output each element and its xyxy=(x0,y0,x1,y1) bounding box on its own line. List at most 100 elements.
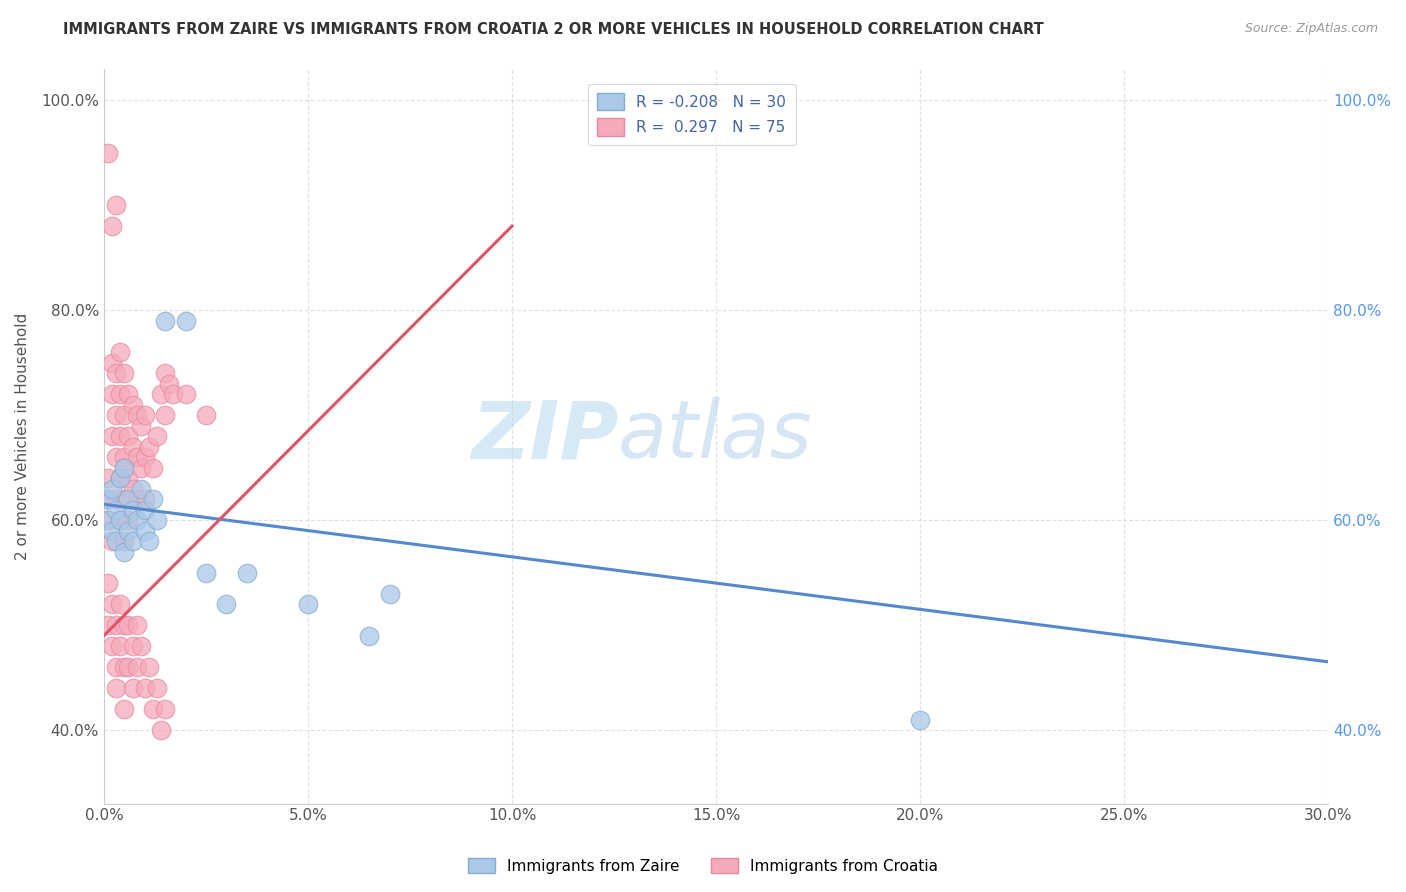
Point xyxy=(105,502,128,516)
Text: ZIP: ZIP xyxy=(471,397,619,475)
Point xyxy=(117,660,139,674)
Point xyxy=(125,408,148,422)
Point xyxy=(125,513,148,527)
Point xyxy=(112,544,135,558)
Point xyxy=(153,408,176,422)
Point xyxy=(101,482,124,496)
Text: IMMIGRANTS FROM ZAIRE VS IMMIGRANTS FROM CROATIA 2 OR MORE VEHICLES IN HOUSEHOLD: IMMIGRANTS FROM ZAIRE VS IMMIGRANTS FROM… xyxy=(63,22,1045,37)
Point xyxy=(112,460,135,475)
Point xyxy=(125,450,148,464)
Point xyxy=(121,681,143,695)
Point xyxy=(153,366,176,380)
Point xyxy=(215,597,238,611)
Point xyxy=(101,534,124,549)
Point xyxy=(117,387,139,401)
Legend: Immigrants from Zaire, Immigrants from Croatia: Immigrants from Zaire, Immigrants from C… xyxy=(461,852,945,880)
Point xyxy=(97,471,120,485)
Point xyxy=(162,387,184,401)
Point xyxy=(105,618,128,632)
Point xyxy=(101,639,124,653)
Text: atlas: atlas xyxy=(619,397,813,475)
Point xyxy=(138,440,160,454)
Point xyxy=(112,450,135,464)
Point xyxy=(117,513,139,527)
Point xyxy=(112,618,135,632)
Point xyxy=(129,418,152,433)
Legend: R = -0.208   N = 30, R =  0.297   N = 75: R = -0.208 N = 30, R = 0.297 N = 75 xyxy=(588,84,796,145)
Point xyxy=(129,482,152,496)
Point xyxy=(112,366,135,380)
Point xyxy=(146,681,169,695)
Point xyxy=(117,524,139,538)
Point xyxy=(297,597,319,611)
Point xyxy=(97,513,120,527)
Point xyxy=(378,586,401,600)
Point xyxy=(112,534,135,549)
Point xyxy=(105,660,128,674)
Point xyxy=(117,429,139,443)
Point xyxy=(125,618,148,632)
Point xyxy=(138,534,160,549)
Point xyxy=(105,408,128,422)
Point xyxy=(134,502,156,516)
Point xyxy=(142,460,165,475)
Point xyxy=(110,429,132,443)
Point xyxy=(150,387,173,401)
Point xyxy=(146,429,169,443)
Point xyxy=(908,713,931,727)
Point xyxy=(105,366,128,380)
Point xyxy=(97,145,120,160)
Point xyxy=(112,492,135,507)
Point xyxy=(121,502,143,516)
Point xyxy=(129,639,152,653)
Point xyxy=(97,492,120,507)
Point xyxy=(125,492,148,507)
Point xyxy=(134,524,156,538)
Point xyxy=(105,450,128,464)
Point xyxy=(121,639,143,653)
Point xyxy=(121,482,143,496)
Point xyxy=(110,513,132,527)
Point xyxy=(110,639,132,653)
Point xyxy=(112,460,135,475)
Point xyxy=(101,429,124,443)
Point xyxy=(150,723,173,738)
Point xyxy=(134,681,156,695)
Point xyxy=(121,398,143,412)
Point xyxy=(105,198,128,212)
Point xyxy=(117,618,139,632)
Point xyxy=(112,702,135,716)
Point xyxy=(110,345,132,359)
Point xyxy=(101,219,124,233)
Point xyxy=(97,576,120,591)
Point xyxy=(146,513,169,527)
Point xyxy=(117,492,139,507)
Point xyxy=(153,313,176,327)
Point xyxy=(134,408,156,422)
Point xyxy=(142,492,165,507)
Point xyxy=(129,460,152,475)
Point xyxy=(195,566,218,580)
Point xyxy=(101,387,124,401)
Point xyxy=(101,524,124,538)
Point xyxy=(153,702,176,716)
Point xyxy=(105,534,128,549)
Point xyxy=(121,534,143,549)
Point xyxy=(142,702,165,716)
Point xyxy=(138,660,160,674)
Point xyxy=(117,471,139,485)
Point xyxy=(157,376,180,391)
Point xyxy=(236,566,259,580)
Point xyxy=(134,450,156,464)
Y-axis label: 2 or more Vehicles in Household: 2 or more Vehicles in Household xyxy=(15,312,30,559)
Point xyxy=(112,660,135,674)
Point xyxy=(97,513,120,527)
Point xyxy=(110,471,132,485)
Point xyxy=(97,618,120,632)
Point xyxy=(174,313,197,327)
Point xyxy=(195,408,218,422)
Point xyxy=(110,597,132,611)
Point xyxy=(125,660,148,674)
Point xyxy=(101,355,124,369)
Point xyxy=(101,597,124,611)
